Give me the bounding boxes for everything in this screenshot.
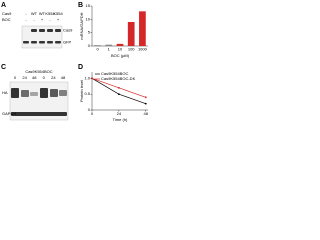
x-tick-label: 0 bbox=[91, 111, 94, 116]
lane-label: - bbox=[49, 17, 51, 22]
y-tick-label: 0.5 bbox=[84, 91, 90, 96]
x-tick-label: 1000 bbox=[138, 47, 148, 52]
line bbox=[91, 78, 146, 104]
legend-label: Cas9K554BOC bbox=[101, 71, 128, 76]
point bbox=[144, 96, 147, 99]
bar bbox=[116, 43, 124, 46]
point bbox=[144, 102, 147, 105]
lane-label: WT bbox=[31, 11, 38, 16]
y-tick-label: 15 bbox=[86, 3, 91, 8]
row-label: GAPDH bbox=[2, 111, 16, 116]
y-tick-label: 0 bbox=[88, 107, 91, 112]
bar bbox=[105, 44, 113, 46]
y-tick-label: 10 bbox=[86, 16, 91, 21]
y-tick-label: 5 bbox=[88, 30, 91, 35]
lane-label: - bbox=[25, 17, 27, 22]
lane-label: 0 bbox=[43, 75, 46, 80]
bands bbox=[23, 29, 61, 44]
row-label: GFP bbox=[63, 40, 72, 45]
y-tick-label: 1.0 bbox=[84, 75, 90, 80]
panel-label: A bbox=[1, 2, 6, 9]
lane-label: + bbox=[57, 17, 60, 22]
blot-header: Cas9 bbox=[2, 11, 12, 16]
bar bbox=[127, 22, 135, 46]
panel-label: D bbox=[78, 64, 83, 71]
blot-header: Cas9K554BOC bbox=[25, 69, 52, 74]
x-tick-label: 10 bbox=[118, 47, 123, 52]
lane-label: 24 bbox=[51, 75, 56, 80]
lane-label: 48 bbox=[61, 75, 66, 80]
lane-label: - bbox=[33, 17, 35, 22]
bands bbox=[11, 88, 67, 116]
x-tick-label: 24 bbox=[117, 111, 122, 116]
point bbox=[117, 93, 120, 96]
legend-label: Cas9K554BOC-DK bbox=[101, 76, 136, 81]
lane-label: + bbox=[41, 17, 44, 22]
bar bbox=[139, 11, 146, 47]
point bbox=[91, 77, 93, 80]
y-axis-label: Protein level bbox=[79, 80, 84, 102]
lane-label: 0 bbox=[14, 75, 17, 80]
x-axis-label: Time (h) bbox=[113, 117, 128, 122]
point bbox=[117, 86, 120, 89]
panel-label: B bbox=[78, 2, 83, 9]
lane-label: 24 bbox=[22, 75, 27, 80]
lane-label: 48 bbox=[32, 75, 37, 80]
lane-label: WT bbox=[39, 11, 46, 16]
y-tick-label: 0 bbox=[88, 43, 91, 48]
bar bbox=[94, 45, 101, 46]
x-axis-label: BOC (μM) bbox=[111, 53, 130, 58]
lane-label: K554 bbox=[53, 11, 63, 16]
blot-header: BOC bbox=[2, 17, 11, 22]
x-tick-label: 1 bbox=[108, 47, 111, 52]
row-label: Cas9 bbox=[63, 28, 73, 33]
x-tick-label: 48 bbox=[144, 111, 149, 116]
row-label: HA bbox=[2, 90, 8, 95]
y-axis-label: mRNA/GAPDH bbox=[79, 12, 84, 39]
panel-label: C bbox=[1, 64, 6, 71]
lane-label: - bbox=[25, 11, 27, 16]
lane-label: K554 bbox=[45, 11, 55, 16]
x-tick-label: 0 bbox=[96, 47, 99, 52]
x-tick-label: 100 bbox=[128, 47, 135, 52]
figure: A B C D Cas9BOC--WT-WT+K554-K554+Cas9GFP… bbox=[1, 2, 149, 122]
